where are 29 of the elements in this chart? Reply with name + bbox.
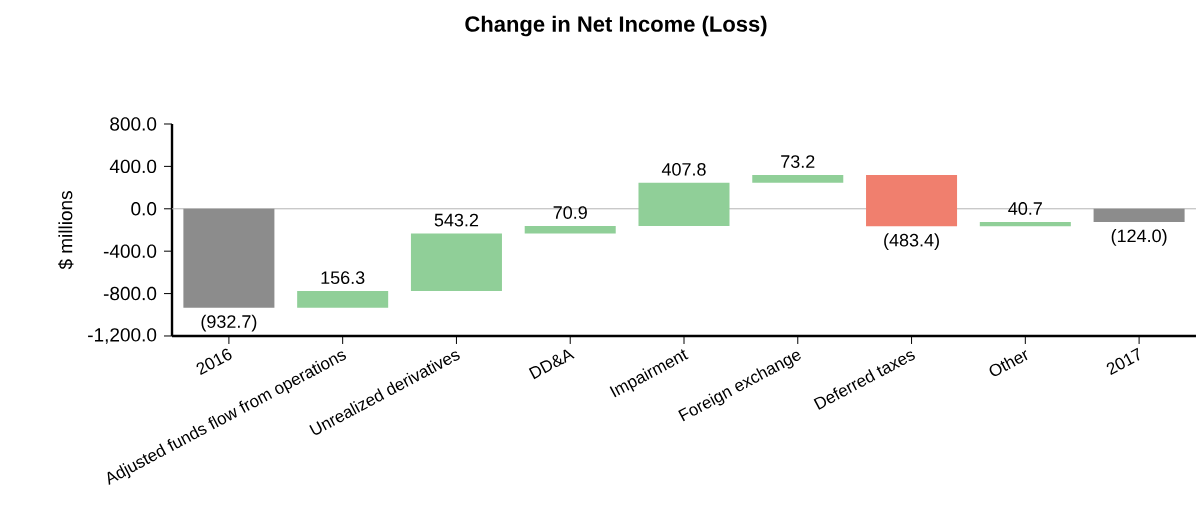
y-tick-label: -1,200.0 — [88, 328, 157, 344]
data-label: 156.3 — [321, 271, 365, 285]
data-label: 40.7 — [1008, 202, 1042, 215]
bar — [410, 233, 502, 292]
y-tick-label: 400.0 — [109, 159, 157, 174]
bar — [979, 221, 1071, 227]
bar — [524, 225, 616, 234]
x-tick-label: Other — [989, 350, 1028, 376]
y-tick-label: 800.0 — [110, 117, 157, 131]
data-label: (932.7) — [201, 314, 257, 332]
x-tick-label: 2016 — [196, 348, 232, 376]
bar — [638, 182, 730, 226]
bar — [297, 291, 389, 308]
x-tick-label: 2017 — [1106, 347, 1140, 376]
bar — [1093, 208, 1185, 222]
data-label: (483.4) — [884, 233, 939, 251]
y-tick-label: 0.0 — [131, 202, 157, 216]
y-axis-title: $ millions — [58, 191, 74, 270]
bar — [752, 175, 844, 183]
data-label: 543.2 — [434, 213, 479, 227]
chart-title: Change in Net Income (Loss) — [465, 15, 767, 37]
data-label: 70.9 — [553, 206, 587, 219]
data-label: 407.8 — [661, 162, 706, 176]
bar — [183, 208, 275, 308]
bar — [866, 175, 958, 227]
y-tick-label: -400.0 — [103, 244, 157, 258]
data-label: (124.0) — [1111, 228, 1167, 246]
y-tick-label: -800.0 — [103, 286, 157, 301]
data-label: 73.2 — [781, 155, 815, 168]
